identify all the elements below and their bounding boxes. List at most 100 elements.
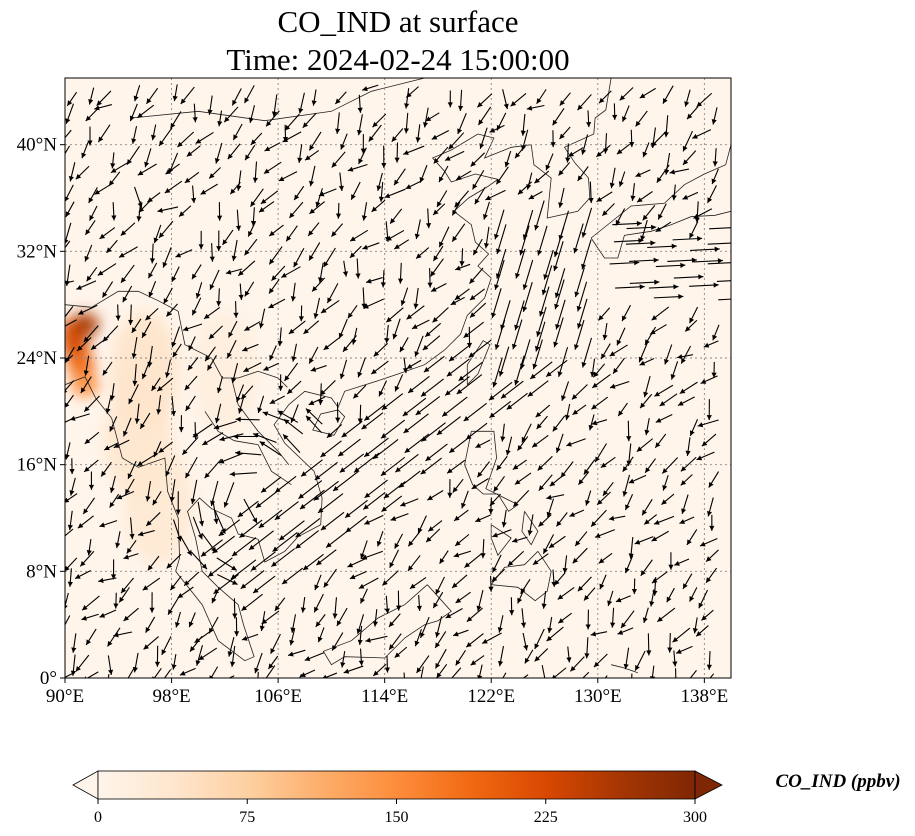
wind-arrow xyxy=(506,392,528,410)
wind-arrow xyxy=(241,633,259,641)
wind-arrow xyxy=(175,491,181,515)
wind-arrow xyxy=(433,146,449,164)
wind-arrow xyxy=(680,345,692,364)
wind-arrow xyxy=(659,393,678,407)
wind-arrow xyxy=(647,243,677,249)
wind-arrow xyxy=(373,342,389,357)
wind-arrow xyxy=(195,645,204,666)
wind-arrow xyxy=(65,201,75,218)
wind-arrow xyxy=(169,479,176,503)
wind-arrow xyxy=(289,629,296,646)
wind-arrow xyxy=(184,456,198,479)
wind-arrow xyxy=(79,550,95,567)
wind-arrow xyxy=(560,461,574,478)
x-tick-label: 98°E xyxy=(152,686,190,707)
wind-arrow xyxy=(542,534,555,555)
wind-arrow xyxy=(161,636,172,656)
colorbar: 0 75 150 225 300 CO_IND (ppbv) xyxy=(72,770,901,826)
wind-arrow xyxy=(481,632,502,645)
wind-arrow xyxy=(494,209,505,240)
wind-arrow xyxy=(192,423,213,438)
wind-arrow xyxy=(438,165,449,183)
wind-arrow xyxy=(572,547,588,564)
wind-arrow xyxy=(147,192,161,203)
wind-arrow xyxy=(444,150,465,161)
wind-arrow xyxy=(336,607,348,627)
wind-arrow xyxy=(391,128,404,143)
wind-arrow xyxy=(553,241,564,272)
wind-arrow xyxy=(302,553,324,571)
wind-arrow xyxy=(310,365,327,372)
wind-arrow xyxy=(705,549,719,562)
wind-arrow xyxy=(172,84,178,102)
wind-arrow xyxy=(695,625,709,637)
wind-arrow xyxy=(235,416,260,423)
wind-arrow xyxy=(536,306,547,337)
wind-arrow xyxy=(680,474,693,486)
wind-arrow xyxy=(403,413,429,434)
wind-arrow xyxy=(179,667,196,676)
wind-arrow xyxy=(313,593,324,613)
wind-arrow xyxy=(554,279,565,310)
wind-arrow xyxy=(126,540,137,554)
wind-arrow xyxy=(514,300,525,331)
wind-arrow xyxy=(489,400,512,419)
wind-arrow xyxy=(326,283,339,304)
wind-arrow xyxy=(507,550,525,567)
wind-arrow xyxy=(298,305,304,322)
wind-arrow xyxy=(265,110,280,127)
y-tick-label: 24°N xyxy=(17,348,58,369)
wind-arrow xyxy=(664,152,671,175)
wind-arrow xyxy=(651,571,668,584)
coastline-segment xyxy=(590,210,731,259)
wind-arrow xyxy=(268,655,279,670)
wind-arrow xyxy=(596,144,611,158)
wind-arrow xyxy=(145,616,156,633)
wind-arrow xyxy=(339,453,365,473)
wind-arrow xyxy=(174,611,181,628)
wind-arrow xyxy=(309,201,325,215)
wind-arrow xyxy=(250,188,264,208)
wind-arrow xyxy=(625,240,656,246)
wind-arrow xyxy=(372,439,399,460)
wind-arrow xyxy=(281,567,304,585)
wind-arrow xyxy=(393,239,410,250)
wind-arrow xyxy=(100,461,112,477)
wind-arrow xyxy=(574,267,585,298)
wind-arrow xyxy=(534,628,545,650)
wind-arrow xyxy=(617,402,628,417)
wind-arrow xyxy=(317,627,325,643)
wind-arrow xyxy=(554,268,566,299)
wind-arrow xyxy=(626,420,632,442)
wind-arrow xyxy=(260,476,282,493)
wind-arrow xyxy=(707,185,717,204)
wind-arrow xyxy=(293,185,305,201)
wind-arrow xyxy=(361,412,384,430)
wind-arrow xyxy=(521,423,532,443)
wind-arrow xyxy=(320,299,340,314)
wind-arrow xyxy=(591,396,609,410)
wind-arrow xyxy=(624,494,634,511)
map-panel: 90°E 98°E 106°E 114°E 122°E 130°E 138°E 0° 8°N 1… xyxy=(17,77,732,707)
wind-arrow xyxy=(534,648,549,662)
wind-arrow xyxy=(177,586,194,599)
wind-arrow xyxy=(485,189,506,201)
wind-arrow xyxy=(496,455,508,471)
wind-arrow xyxy=(113,592,119,609)
wind-arrow xyxy=(258,308,266,329)
wind-arrow xyxy=(210,480,219,507)
wind-arrow xyxy=(183,571,200,587)
wind-arrow xyxy=(574,319,585,350)
wind-arrow xyxy=(250,132,263,146)
wind-arrow xyxy=(684,89,691,107)
wind-arrow xyxy=(364,514,384,525)
wind-arrow xyxy=(531,434,549,448)
wind-arrow xyxy=(284,362,299,382)
wind-arrow xyxy=(248,105,256,124)
wind-arrow xyxy=(309,165,316,187)
wind-arrow xyxy=(105,396,112,414)
wind-arrow xyxy=(190,479,198,505)
wind-arrow xyxy=(271,548,295,568)
wind-arrow xyxy=(243,498,258,524)
wind-arrow xyxy=(552,415,566,432)
